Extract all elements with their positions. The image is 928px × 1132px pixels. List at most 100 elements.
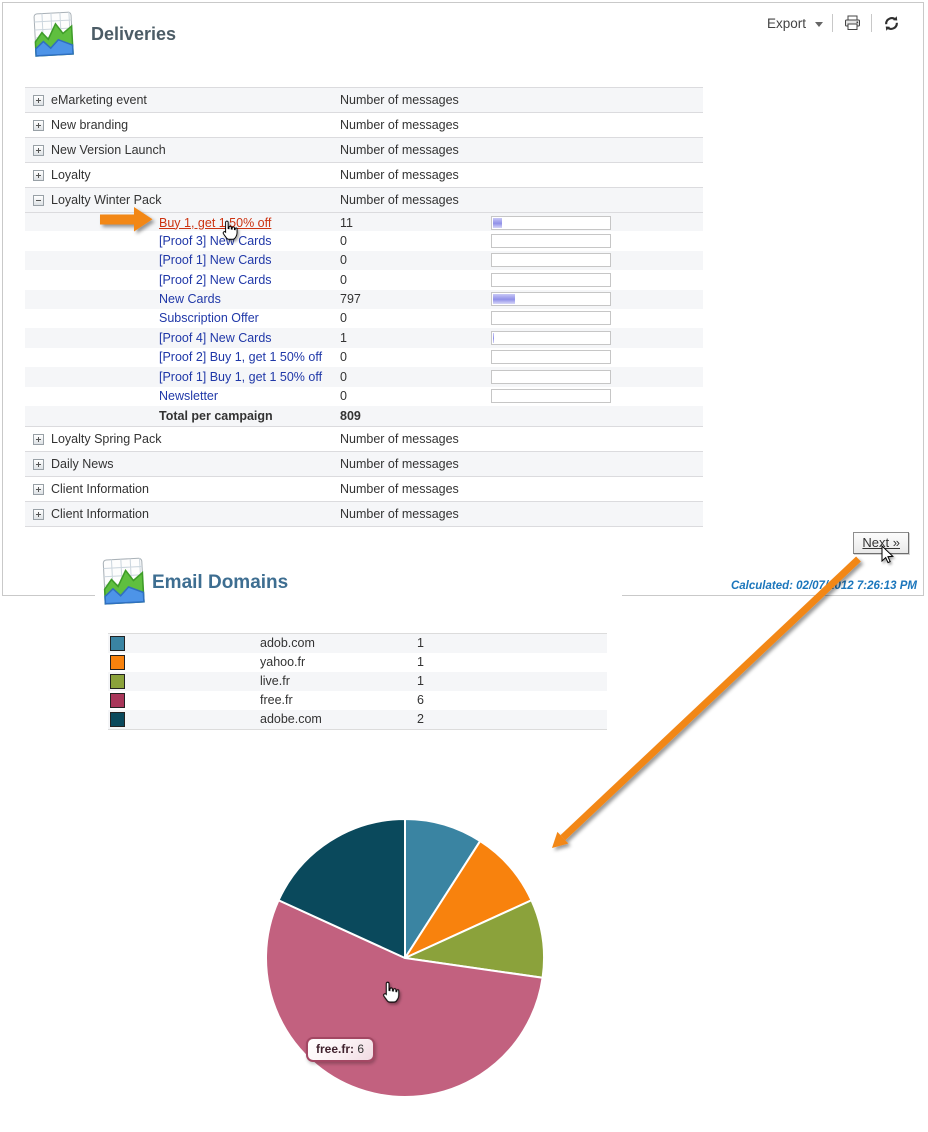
delivery-message-count: 0 [340,311,347,326]
export-button[interactable]: Export [767,16,823,31]
total-value: 809 [340,408,361,423]
expand-icon[interactable] [33,458,44,470]
deliveries-table: eMarketing event Number of messages New br… [25,87,703,527]
print-button[interactable] [842,14,862,32]
expand-icon[interactable] [33,95,44,106]
campaign-row: Loyalty Spring Pack Number of messages [25,425,703,451]
domain-count: 1 [417,674,424,688]
campaign-row: New branding Number of messages [25,112,703,137]
delivery-message-count: 11 [340,215,353,230]
campaign-name: Loyalty Spring Pack [51,431,162,446]
messages-column-label: Number of messages [340,168,459,182]
legend-color-swatch [110,712,125,727]
messages-column-label: Number of messages [340,143,459,157]
printer-icon [844,15,860,30]
messages-column-label: Number of messages [340,431,459,446]
legend-color-swatch [110,693,125,708]
legend-row: free.fr 6 [108,691,607,710]
deliveries-panel: Deliveries Export [2,2,924,596]
legend-row: live.fr 1 [108,672,607,691]
delivery-row: [Proof 1] Buy 1, get 1 50% off 0 [25,367,703,387]
campaign-row: New Version Launch Number of messages [25,137,703,162]
section-title: Email Domains [152,572,289,593]
pie-slice-yahoo.fr[interactable] [404,840,533,959]
campaign-row: Client Information Number of messages [25,500,703,526]
message-count-bar [491,369,611,384]
delivery-message-count: 0 [340,350,347,365]
message-count-bar [491,253,611,268]
message-count-bar [491,350,611,365]
deliveries-header: Deliveries Export [3,3,923,65]
expand-icon[interactable] [33,145,44,156]
next-page-button[interactable]: Next » [853,532,909,554]
campaign-name: Loyalty [51,168,91,182]
page-title: Deliveries [91,24,177,44]
export-caret-icon [815,21,823,27]
legend-color-swatch [110,636,125,651]
delivery-link[interactable]: [Proof 3] New Cards [159,233,272,248]
campaign-name: Daily News [51,456,114,471]
legend-row: adob.com 1 [108,634,607,653]
expand-icon[interactable] [33,433,44,445]
chart-report-icon [29,10,77,63]
chart-report-icon [98,556,148,611]
messages-column-label: Number of messages [340,193,459,207]
refresh-button[interactable] [881,14,901,32]
campaign-row: eMarketing event Number of messages [25,87,703,112]
delivery-row: [Proof 1] New Cards 0 [25,250,703,271]
expand-icon[interactable] [33,483,44,495]
domain-label: yahoo.fr [260,655,306,669]
delivery-message-count: 797 [340,292,361,307]
domain-label: adobe.com [260,712,322,726]
delivery-row: [Proof 2] New Cards 0 [25,270,703,289]
message-count-bar [491,215,611,230]
delivery-link[interactable]: Buy 1, get 1 50% off [159,215,272,230]
message-count-bar [491,292,611,307]
delivery-row: Subscription Offer 0 [25,309,703,328]
toolbar-separator [832,14,833,32]
campaign-name: New branding [51,118,129,132]
message-count-bar [491,272,611,287]
campaign-name: Client Information [51,481,149,496]
tooltip-label: free.fr: [316,1042,355,1056]
legend-row: adobe.com 2 [108,710,607,729]
bar-fill [493,294,515,305]
messages-column-label: Number of messages [340,118,459,132]
toolbar: Export [767,11,901,35]
bar-fill [493,217,502,228]
delivery-link[interactable]: Newsletter [159,389,219,404]
delivery-link[interactable]: [Proof 4] New Cards [159,330,272,345]
domain-count: 2 [417,712,424,726]
delivery-link[interactable]: Subscription Offer [159,311,259,326]
pie-slice-adobe.com[interactable] [277,818,406,959]
campaign-name: eMarketing event [51,93,147,107]
campaign-name: Loyalty Winter Pack [51,193,162,207]
domain-label: live.fr [260,674,290,688]
delivery-link[interactable]: [Proof 1] Buy 1, get 1 50% off [159,369,323,384]
total-label: Total per campaign [159,408,273,423]
campaign-row: Client Information Number of messages [25,475,703,501]
toolbar-separator [871,14,872,32]
expand-icon[interactable] [33,120,44,131]
messages-column-label: Number of messages [340,506,459,521]
pie-slice-live.fr[interactable] [404,899,545,979]
delivery-message-count: 0 [340,233,347,248]
collapse-icon[interactable] [33,195,44,206]
bar-fill [493,332,494,343]
delivery-link[interactable]: New Cards [159,292,221,307]
message-count-bar [491,311,611,326]
legend-color-swatch [110,674,125,689]
messages-column-label: Number of messages [340,456,459,471]
delivery-link[interactable]: [Proof 1] New Cards [159,253,272,268]
delivery-message-count: 0 [340,389,347,404]
delivery-link[interactable]: [Proof 2] New Cards [159,272,272,287]
delivery-row: [Proof 4] New Cards 1 [25,328,703,348]
expand-icon[interactable] [33,508,44,520]
delivery-link[interactable]: [Proof 2] Buy 1, get 1 50% off [159,350,323,365]
message-count-bar [491,389,611,404]
expand-icon[interactable] [33,170,44,181]
domain-label: adob.com [260,636,315,650]
delivery-row: Newsletter 0 [25,387,703,406]
pie-slice-adob.com[interactable] [404,818,482,959]
